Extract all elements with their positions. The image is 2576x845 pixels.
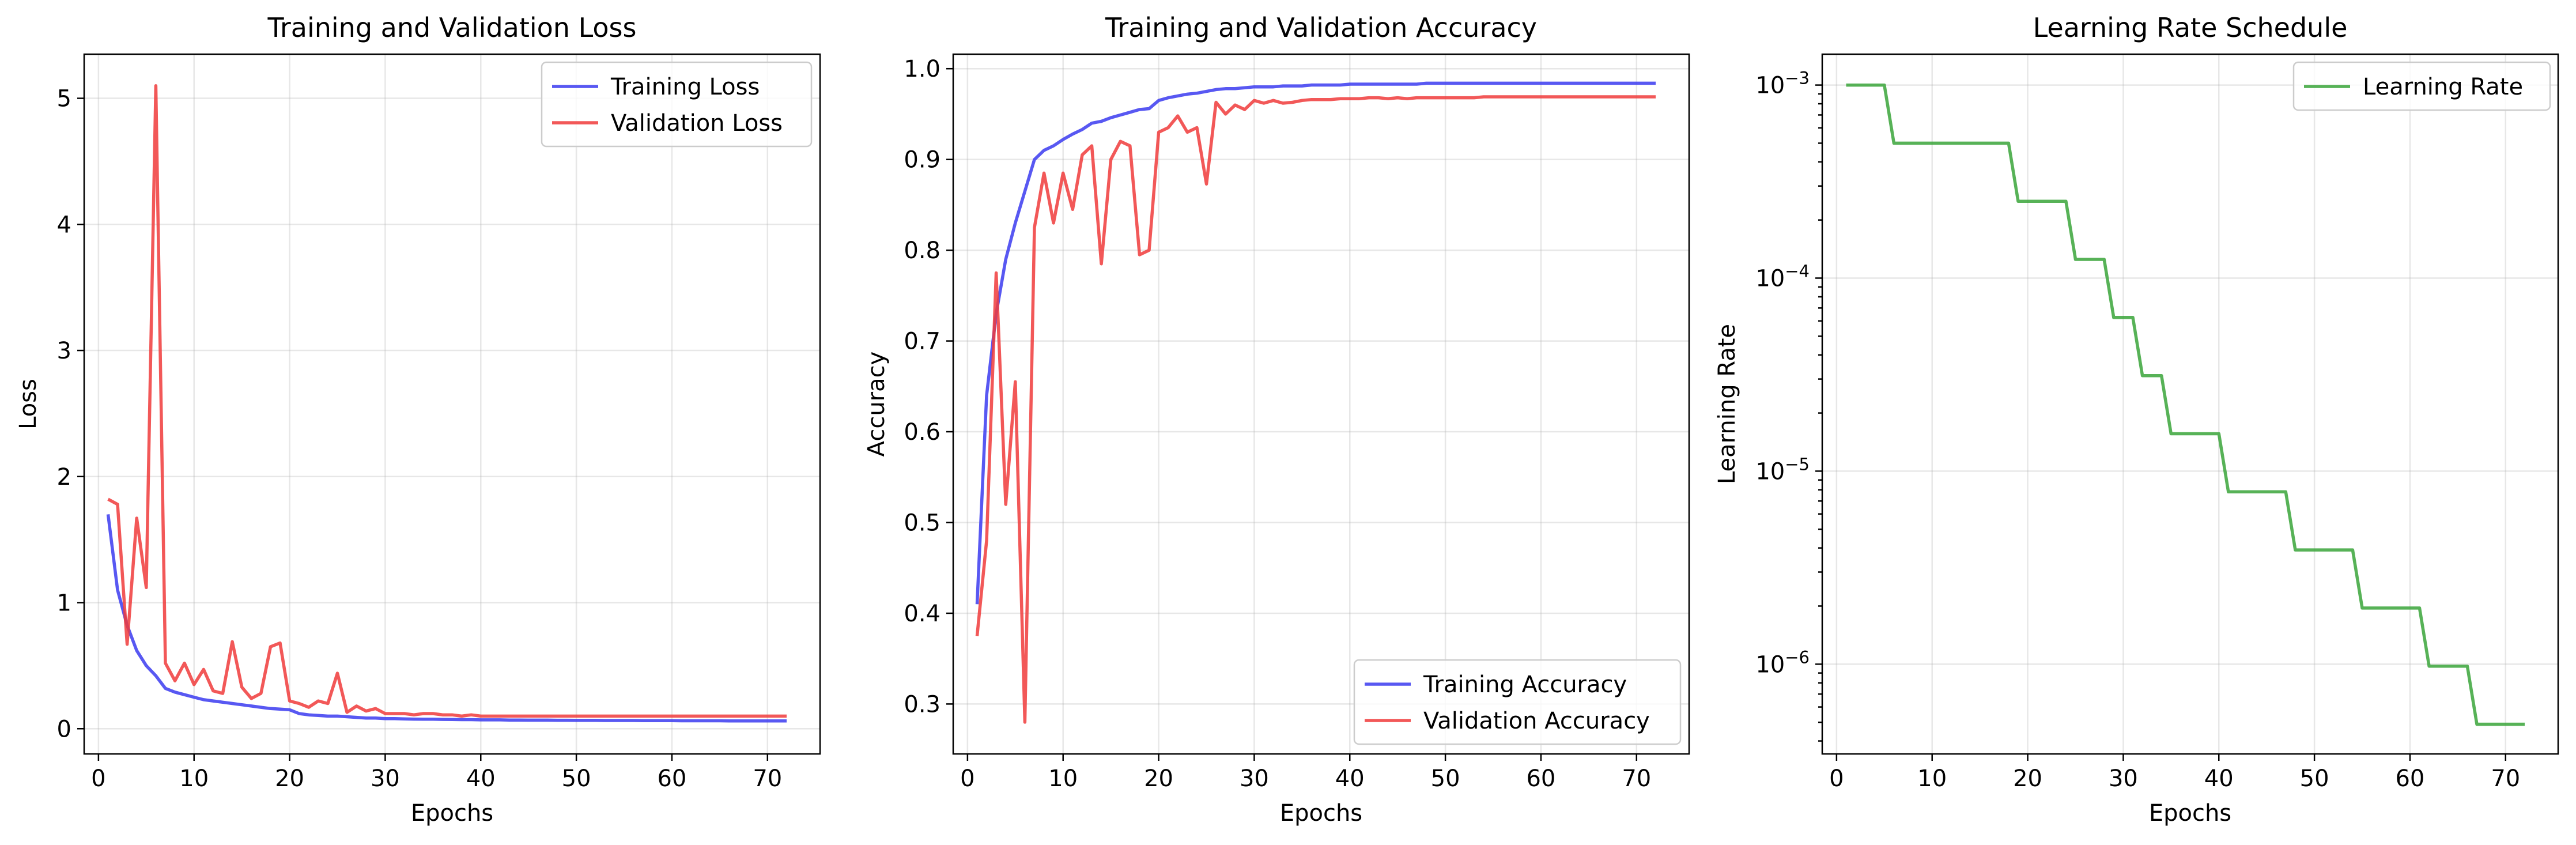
legend-box: [1353, 659, 1682, 745]
x-tick-label: 10: [1917, 765, 1947, 792]
x-tick-label: 60: [2395, 765, 2424, 792]
y-tick-label: 0.3: [904, 691, 940, 718]
chart-panel-3: 0 10 20 30 40 50 60 70 10−3 10−4 10−5 10−6 Learning …: [1714, 12, 2559, 827]
legend-label: Validation Loss: [611, 110, 783, 137]
series-line-validation-loss: [107, 84, 787, 718]
y-tick-label: 0: [57, 716, 71, 742]
series-line-validation-accuracy: [975, 95, 1656, 724]
y-tick-label: 3: [57, 338, 71, 364]
y-tick-label: 1: [57, 590, 71, 617]
x-tick-label: 50: [1431, 765, 1460, 792]
y-tick-label: 2: [57, 464, 71, 491]
series-line-learning-rate: [1846, 83, 2525, 726]
x-axis-label: Epochs: [411, 800, 493, 827]
y-tick-label: 10−3: [1755, 69, 1810, 99]
y-tick-label: 10−5: [1755, 454, 1810, 485]
y-tick-label: 1.0: [904, 56, 940, 82]
legend-label: Training Loss: [610, 74, 760, 100]
x-tick-label: 20: [1144, 765, 1173, 792]
x-tick-label: 10: [1048, 765, 1078, 792]
chart-panel-1: 0 10 20 30 40 50 60 70 0 1 2 3 4 5 Training and Valida…: [15, 12, 821, 827]
legend-label: Training Accuracy: [1423, 672, 1627, 698]
series-line-training-loss: [106, 514, 787, 723]
x-tick-label: 0: [1829, 765, 1844, 792]
x-tick-label: 10: [179, 765, 209, 792]
x-axis-label: Epochs: [2149, 800, 2231, 827]
x-tick-label: 30: [1240, 765, 1269, 792]
y-tick-label: 0.8: [904, 237, 940, 264]
x-tick-label: 40: [2204, 765, 2234, 792]
y-tick-label: 5: [57, 86, 71, 112]
series-line-training-accuracy: [975, 81, 1656, 605]
plot-frame: [83, 53, 821, 755]
y-tick-label: 0.7: [904, 329, 940, 355]
y-axis-label: Learning Rate: [1714, 324, 1740, 484]
x-tick-label: 50: [562, 765, 591, 792]
panel-title: Training and Validation Accuracy: [1105, 12, 1537, 43]
x-tick-label: 20: [275, 765, 304, 792]
x-tick-label: 60: [657, 765, 686, 792]
legend-label: Validation Accuracy: [1423, 708, 1650, 734]
x-tick-label: 70: [2491, 765, 2520, 792]
legend: Training Accuracy Validation Accuracy: [1353, 659, 1682, 745]
x-tick-label: 70: [1622, 765, 1651, 792]
y-tick-label: 4: [57, 212, 71, 238]
legend: Training Loss Validation Loss: [541, 61, 813, 148]
x-axis-label: Epochs: [1280, 800, 1362, 827]
y-tick-label: 0.5: [904, 510, 940, 536]
legend-box: [2292, 61, 2551, 111]
x-tick-label: 30: [371, 765, 400, 792]
y-tick-label: 0.4: [904, 601, 940, 627]
panel-title: Learning Rate Schedule: [2033, 12, 2348, 43]
panel-title: Training and Validation Loss: [267, 12, 637, 43]
x-tick-label: 40: [466, 765, 496, 792]
x-tick-label: 60: [1526, 765, 1555, 792]
y-tick-label: 0.6: [904, 419, 940, 446]
x-tick-label: 40: [1335, 765, 1365, 792]
y-tick-label: 0.9: [904, 147, 940, 173]
legend: Learning Rate: [2292, 61, 2551, 111]
y-axis-label: Loss: [15, 379, 41, 429]
x-tick-label: 50: [2300, 765, 2329, 792]
x-tick-label: 20: [2013, 765, 2042, 792]
y-axis-label: Accuracy: [863, 352, 890, 457]
x-tick-label: 0: [960, 765, 975, 792]
plot-frame: [952, 53, 1690, 755]
chart-panel-2: 0 10 20 30 40 50 60 70 0.3 0.4 0.5 0.6 0.7 0.8 0.9 1.0 T…: [863, 12, 1690, 827]
legend-box: [541, 61, 813, 148]
x-tick-label: 70: [753, 765, 782, 792]
x-tick-label: 30: [2109, 765, 2138, 792]
y-tick-label: 10−6: [1755, 647, 1810, 678]
legend-label: Learning Rate: [2363, 74, 2523, 100]
y-tick-label: 10−4: [1755, 261, 1810, 292]
x-tick-label: 0: [91, 765, 105, 792]
plot-frame: [1821, 53, 2559, 755]
